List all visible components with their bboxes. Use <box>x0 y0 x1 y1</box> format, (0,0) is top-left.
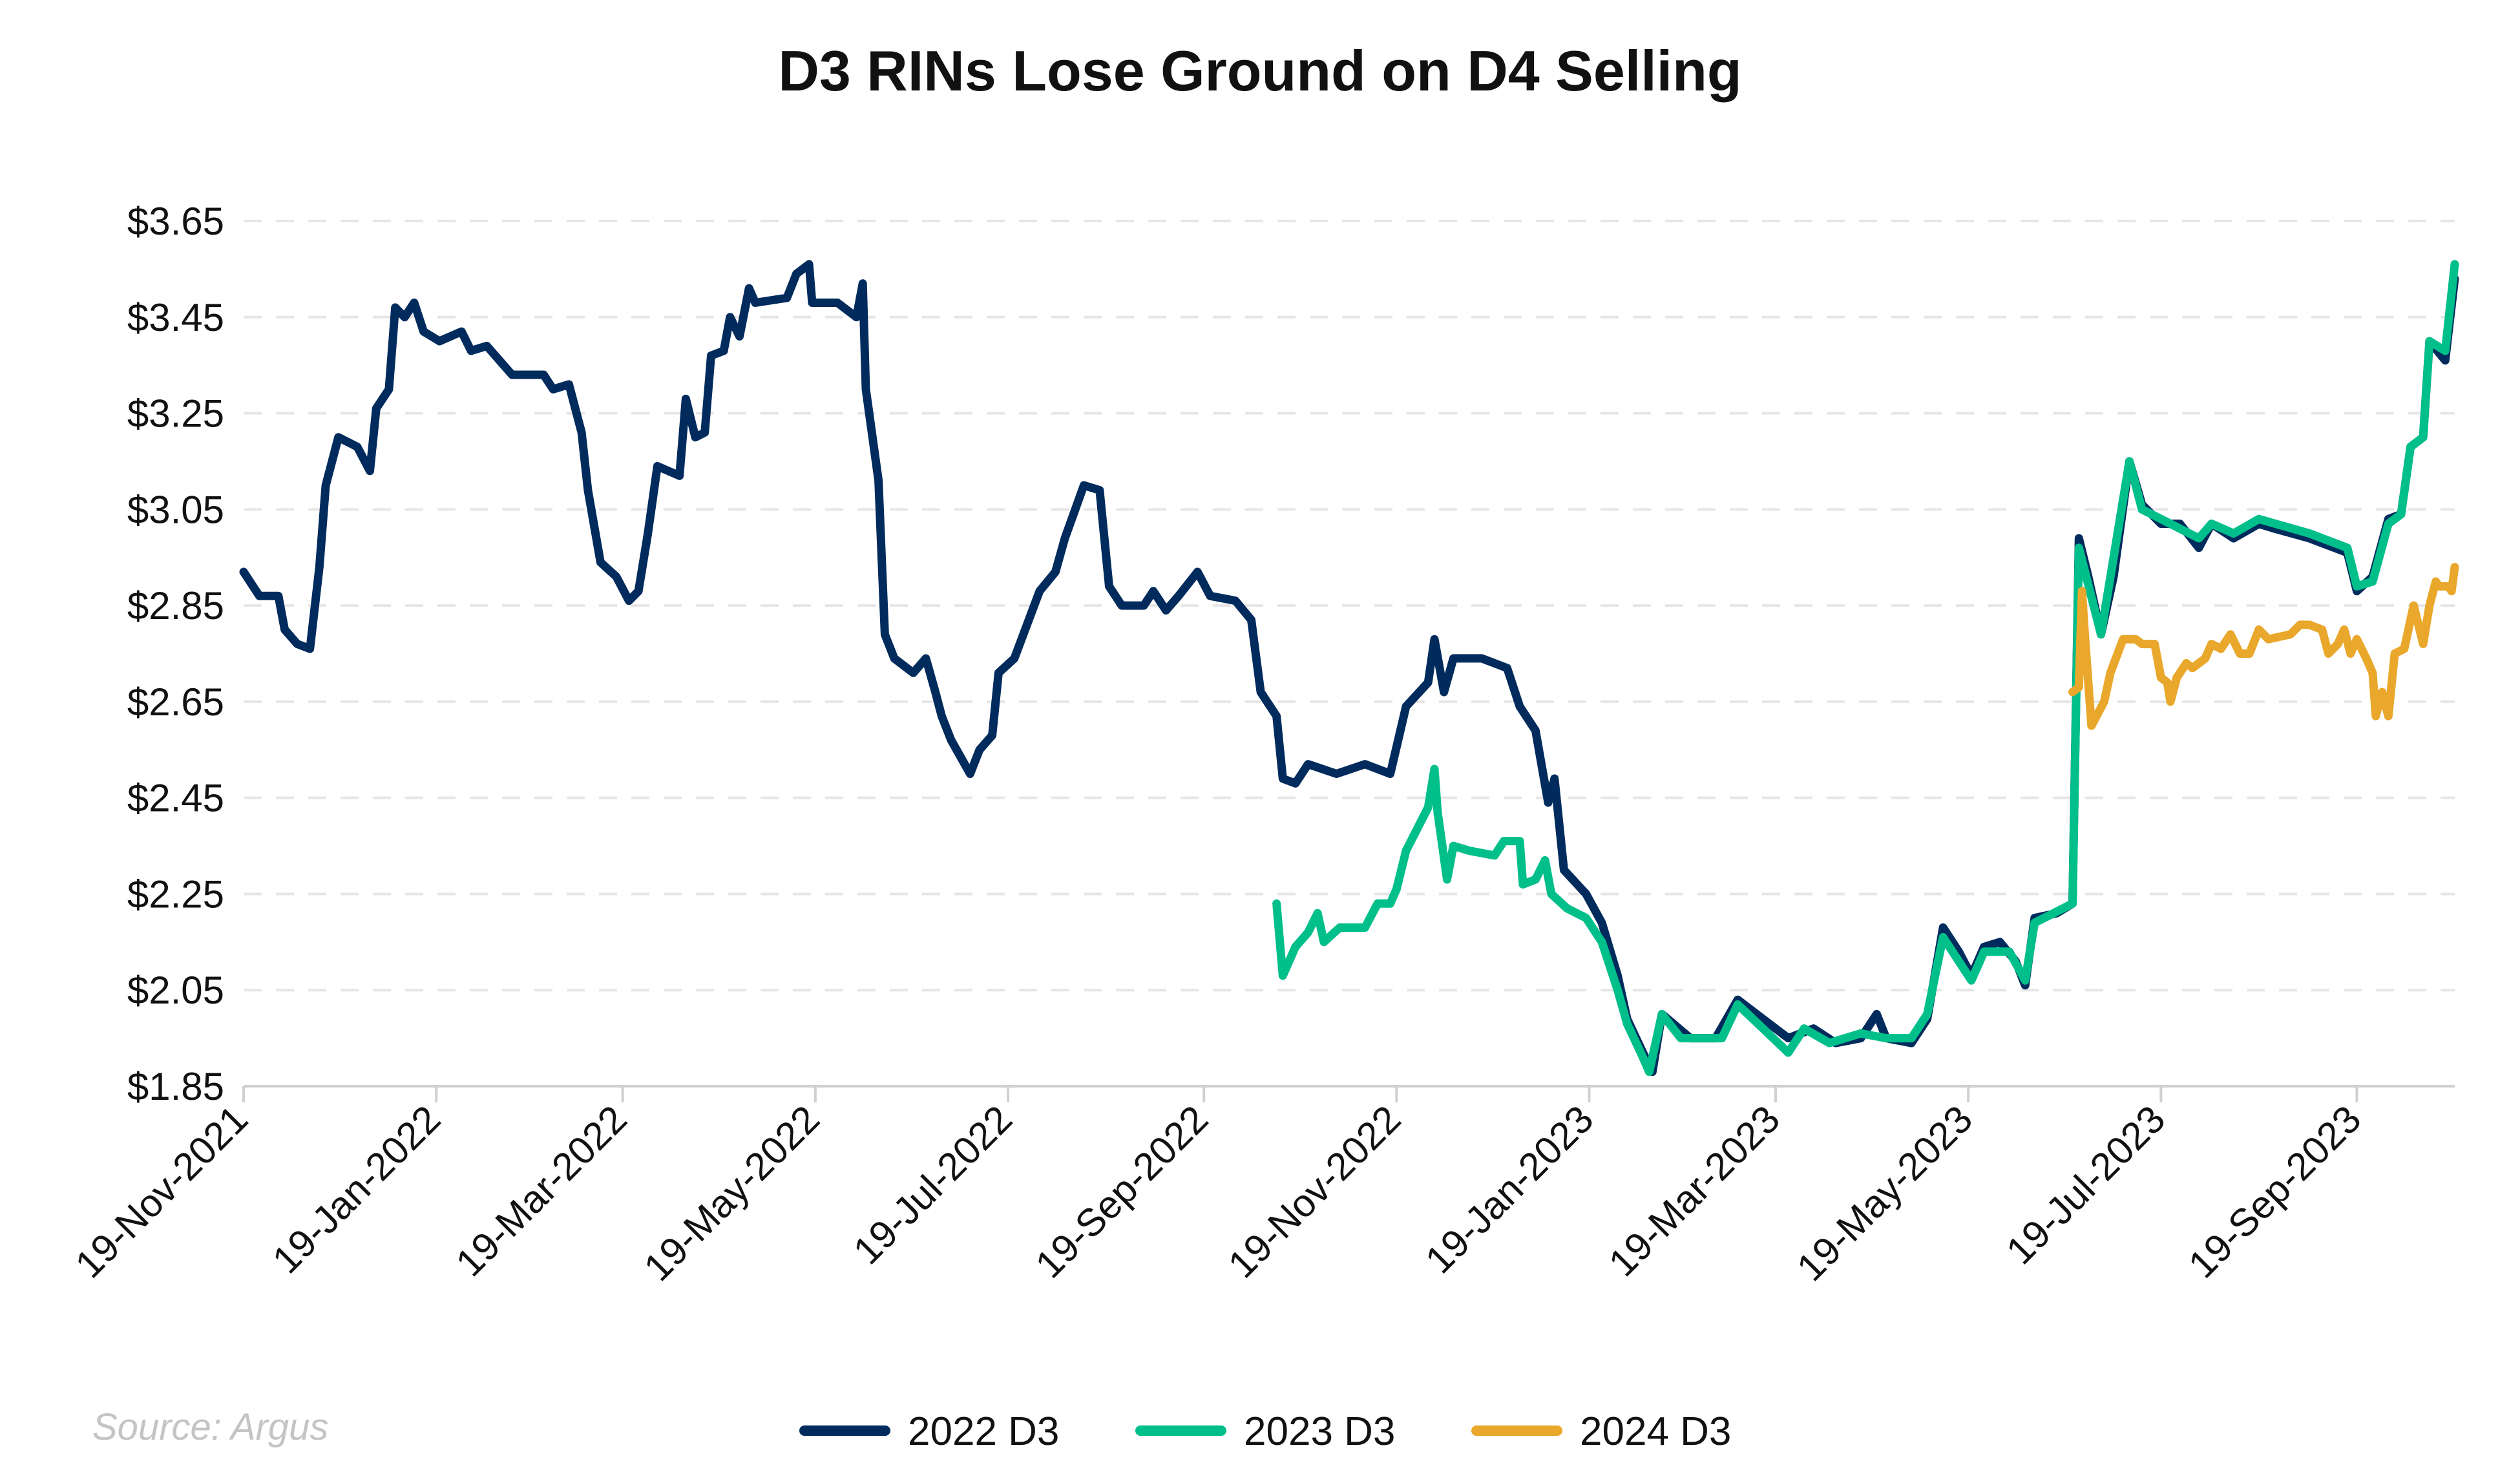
source-note: Source: Argus <box>92 1406 328 1448</box>
x-tick-label: 19-May-2022 <box>636 1097 828 1289</box>
y-tick-label: $1.85 <box>127 1065 224 1108</box>
y-tick-label: $3.25 <box>127 392 224 436</box>
x-tick-label: 19-Mar-2023 <box>1601 1097 1788 1285</box>
legend: 2022 D3 2023 D3 2024 D3 <box>799 1409 1731 1454</box>
chart-title: D3 RINs Lose Ground on D4 Selling <box>778 39 1741 103</box>
x-tick-label: 19-Jan-2023 <box>1417 1097 1602 1282</box>
y-tick-label: $2.05 <box>127 969 224 1012</box>
x-tick-label: 19-Mar-2022 <box>448 1097 635 1285</box>
series-line-2024-d3 <box>2068 563 2459 730</box>
y-tick-label: $2.45 <box>127 777 224 820</box>
legend-label: 2024 D3 <box>1580 1409 1731 1454</box>
legend-item: 2023 D3 <box>1135 1409 1395 1454</box>
y-tick-label: $2.85 <box>127 584 224 627</box>
legend-label: 2023 D3 <box>1244 1409 1395 1454</box>
gridlines <box>244 220 2455 1088</box>
y-tick-label: $2.25 <box>127 872 224 916</box>
y-tick-label: $3.65 <box>127 200 224 243</box>
x-tick-label: 19-Jul-2022 <box>845 1097 1020 1272</box>
x-tick-label: 19-Jan-2022 <box>264 1097 449 1282</box>
legend-item: 2024 D3 <box>1471 1409 1731 1454</box>
x-tick-label: 19-Sep-2023 <box>2180 1097 2369 1287</box>
series-line-2022-d3 <box>239 260 2459 1077</box>
legend-item: 2022 D3 <box>799 1409 1059 1454</box>
legend-label: 2022 D3 <box>908 1409 1059 1454</box>
series-line-2023-d3 <box>1272 260 2459 1077</box>
y-tick-label: $3.05 <box>127 488 224 531</box>
y-tick-label: $2.65 <box>127 680 224 724</box>
x-tick-label: 19-Jul-2023 <box>1998 1097 2173 1272</box>
x-tick-label: 19-Nov-2022 <box>1220 1097 1409 1287</box>
x-tick-label: 19-May-2023 <box>1789 1097 1980 1289</box>
x-tick-label: 19-Nov-2021 <box>67 1097 257 1287</box>
y-tick-label: $3.45 <box>127 296 224 339</box>
x-tick-label: 19-Sep-2022 <box>1027 1097 1217 1287</box>
y-axis: $1.85 $2.05 $2.25 $2.45 $2.65 $2.85 $3.05 $3.25… <box>127 200 224 1108</box>
series-lines <box>239 260 2459 1077</box>
